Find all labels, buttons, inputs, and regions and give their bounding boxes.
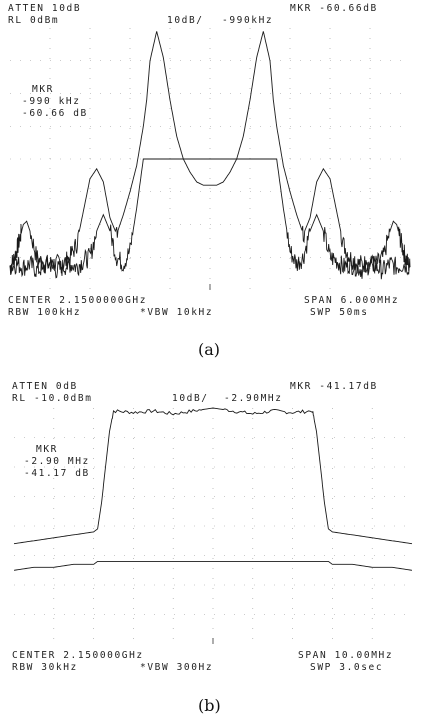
scale-label: 10dB/: [167, 15, 204, 26]
ref-level-label: RL -10.0dBm: [12, 393, 93, 404]
spectrum-trace-2: [13, 560, 413, 571]
marker-readout: MKR -60.66dB: [290, 3, 378, 14]
sweep-label: SWP 3.0sec: [310, 662, 384, 673]
marker-box-freq: -2.90 MHz: [24, 456, 90, 467]
span-label: SPAN 10.00MHz: [298, 650, 394, 661]
caption-a: (a): [198, 340, 221, 359]
marker-freq-readout: -2.90MHz: [224, 393, 283, 404]
rbw-label: RBW 100kHz: [8, 307, 82, 318]
spectrum-trace-1: [9, 31, 411, 274]
spectrum-plot-b: [13, 407, 413, 644]
spectrum-trace-1: [13, 407, 413, 545]
marker-box-level: -60.66 dB: [22, 108, 88, 119]
marker-freq-readout: -990kHz: [222, 15, 274, 26]
center-freq-label: CENTER 2.150000GHz: [12, 650, 144, 661]
spectrum-panel-b: ATTEN 0dB RL -10.0dBm 10dB/ MKR -41.17dB…: [0, 378, 426, 688]
marker-box-label: MKR: [32, 84, 54, 95]
marker-box-label: MKR: [36, 444, 58, 455]
spectrum-trace-2: [9, 158, 411, 280]
rbw-label: RBW 30kHz: [12, 662, 78, 673]
marker-box-level: -41.17 dB: [24, 468, 90, 479]
atten-label: ATTEN 10dB: [8, 3, 82, 14]
marker-box-freq: -990 kHz: [22, 96, 81, 107]
vbw-label: *VBW 10kHz: [140, 307, 214, 318]
scale-label: 10dB/: [172, 393, 209, 404]
caption-b: (b): [198, 696, 221, 715]
marker-readout: MKR -41.17dB: [290, 381, 378, 392]
span-label: SPAN 6.000MHz: [304, 295, 400, 306]
vbw-label: *VBW 300Hz: [140, 662, 214, 673]
atten-label: ATTEN 0dB: [12, 381, 78, 392]
sweep-label: SWP 50ms: [310, 307, 369, 318]
center-freq-label: CENTER 2.1500000GHz: [8, 295, 148, 306]
spectrum-plot-a: [9, 28, 411, 290]
ref-level-label: RL 0dBm: [8, 15, 60, 26]
spectrum-panel-a: ATTEN 10dB RL 0dBm 10dB/ MKR -60.66dB -9…: [0, 0, 426, 322]
